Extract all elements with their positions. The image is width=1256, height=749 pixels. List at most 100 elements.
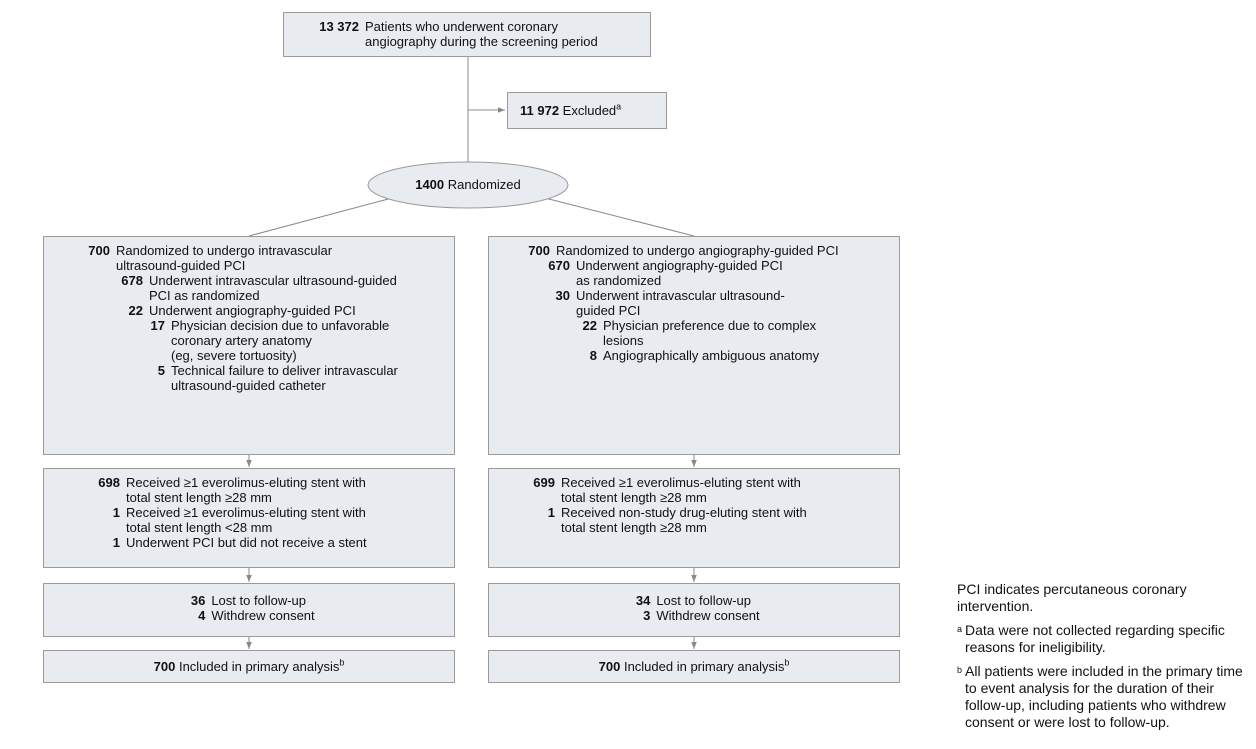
followup-box: 34 Lost to follow-up 3 Withdrew consent	[488, 583, 900, 637]
excluded-box: 11 972 Excludeda	[507, 92, 667, 129]
count-spacer	[44, 378, 165, 393]
item-row: 700 Randomized to undergo angiography-gui…	[489, 243, 899, 258]
item-text: Withdrew consent	[656, 608, 760, 623]
count-spacer	[44, 333, 165, 348]
note-mark: b	[957, 665, 963, 675]
item-text: Underwent angiography-guided PCI	[149, 303, 356, 318]
item-row: total stent length ≥28 mm	[489, 520, 899, 535]
item-row: 5 Technical failure to deliver intravascu…	[44, 363, 454, 378]
item-row: total stent length ≥28 mm	[44, 490, 454, 505]
randomized-ellipse	[367, 161, 569, 209]
item-text: Received ≥1 everolimus-eluting stent wit…	[126, 475, 366, 490]
item-text: Patients who underwent coronary	[365, 19, 558, 34]
note-mark: a	[957, 624, 963, 634]
item-text: Underwent PCI but did not receive a sten…	[126, 535, 367, 550]
footnote: a Data were not collected regarding speci…	[957, 622, 1253, 656]
item-row: 1 Received non-study drug-eluting stent w…	[489, 505, 899, 520]
analysis-count: 700	[153, 659, 176, 674]
item-text: Received non-study drug-eluting stent wi…	[561, 505, 807, 520]
item-row: 698 Received ≥1 everolimus-eluting stent …	[44, 475, 454, 490]
count: 1	[547, 505, 555, 520]
item-text: Randomized to undergo intravascular	[116, 243, 333, 258]
item-row: 17 Physician decision due to unfavorable	[44, 318, 454, 333]
count-spacer	[44, 490, 120, 505]
note-mark: a	[616, 101, 622, 112]
item-row: as randomized	[489, 273, 899, 288]
item-row: 4 Withdrew consent	[183, 608, 315, 623]
item-text: Underwent intravascular ultrasound-guide…	[149, 273, 397, 288]
analysis-box: 700 Included in primary analysisb	[488, 650, 900, 683]
item-row: 34 Lost to follow-up	[628, 593, 759, 608]
count-spacer	[489, 273, 570, 288]
item-text: as randomized	[576, 273, 662, 288]
count: 1	[112, 505, 120, 520]
count-spacer	[44, 258, 110, 273]
count: 34	[635, 593, 651, 608]
note-mark: b	[339, 657, 345, 668]
item-row: ultrasound-guided catheter	[44, 378, 454, 393]
item-text: Angiographically ambiguous anatomy	[603, 348, 820, 363]
randomized-count: 1400	[415, 177, 445, 192]
item-text: guided PCI	[576, 303, 641, 318]
analysis-count: 700	[598, 659, 621, 674]
item-text: Physician preference due to complex	[603, 318, 817, 333]
count-spacer	[489, 333, 597, 348]
item-text: lesions	[603, 333, 644, 348]
item-text: Technical failure to deliver intravascul…	[171, 363, 398, 378]
count-spacer	[489, 520, 555, 535]
item-row: 22 Underwent angiography-guided PCI	[44, 303, 454, 318]
stent-box: 698 Received ≥1 everolimus-eluting stent …	[43, 468, 455, 568]
count: 30	[555, 288, 570, 303]
analysis-label: Included in primary analysis	[178, 659, 340, 674]
item-row: 8 Angiographically ambiguous anatomy	[489, 348, 899, 363]
count: 22	[128, 303, 143, 318]
item-text: Randomized to undergo angiography-guided…	[556, 243, 839, 258]
followup-list: 34 Lost to follow-up 3 Withdrew consent	[628, 593, 760, 623]
footnote: b All patients were included in the prima…	[957, 663, 1253, 731]
item-text: ultrasound-guided PCI	[116, 258, 246, 273]
item-row: 13 372 Patients who underwent coronary	[284, 19, 650, 34]
item-text: Received ≥1 everolimus-eluting stent wit…	[561, 475, 801, 490]
count-spacer	[44, 520, 120, 535]
followup-box: 36 Lost to follow-up 4 Withdrew consent	[43, 583, 455, 637]
stent-box: 699 Received ≥1 everolimus-eluting stent …	[488, 468, 900, 568]
item-row: coronary artery anatomy	[44, 333, 454, 348]
excluded-label: Excluded	[562, 103, 617, 118]
item-row: (eg, severe tortuosity)	[44, 348, 454, 363]
footnote-text: Data were not collected regarding specif…	[965, 622, 1225, 655]
item-row: total stent length <28 mm	[44, 520, 454, 535]
count-spacer	[284, 34, 359, 49]
count: 3	[643, 608, 651, 623]
abbreviation: PCI indicates percutaneous coronary inte…	[957, 581, 1187, 614]
count-spacer	[44, 348, 165, 363]
count: 700	[88, 243, 110, 258]
item-text: total stent length ≥28 mm	[126, 490, 272, 505]
item-row: 1 Received ≥1 everolimus-eluting stent wi…	[44, 505, 454, 520]
item-text: total stent length ≥28 mm	[561, 490, 707, 505]
count: 670	[548, 258, 570, 273]
footnote-text: All patients were included in the primar…	[965, 663, 1243, 730]
item-text: Lost to follow-up	[211, 593, 306, 608]
count: 8	[589, 348, 597, 363]
item-text: Lost to follow-up	[656, 593, 751, 608]
footnotes: PCI indicates percutaneous coronary inte…	[957, 581, 1253, 731]
count-spacer	[44, 288, 143, 303]
count: 678	[121, 273, 143, 288]
item-text: Physician decision due to unfavorable	[171, 318, 390, 333]
count: 700	[528, 243, 550, 258]
item-row: 678 Underwent intravascular ultrasound-gu…	[44, 273, 454, 288]
randomized-text: Randomized	[447, 177, 521, 192]
item-row: 699 Received ≥1 everolimus-eluting stent …	[489, 475, 899, 490]
item-text: Received ≥1 everolimus-eluting stent wit…	[126, 505, 366, 520]
item-text: PCI as randomized	[149, 288, 260, 303]
allocation-box: 700 Randomized to undergo intravascular ul…	[43, 236, 455, 455]
excluded-count: 11 972	[520, 103, 560, 118]
followup-list: 36 Lost to follow-up 4 Withdrew consent	[183, 593, 315, 623]
connector	[248, 197, 393, 237]
count-spacer	[489, 303, 570, 318]
item-row: 22 Physician preference due to complex	[489, 318, 899, 333]
randomized-label: 1400 Randomized	[368, 177, 568, 192]
item-row: 30 Underwent intravascular ultrasound-	[489, 288, 899, 303]
count: 1	[112, 535, 120, 550]
